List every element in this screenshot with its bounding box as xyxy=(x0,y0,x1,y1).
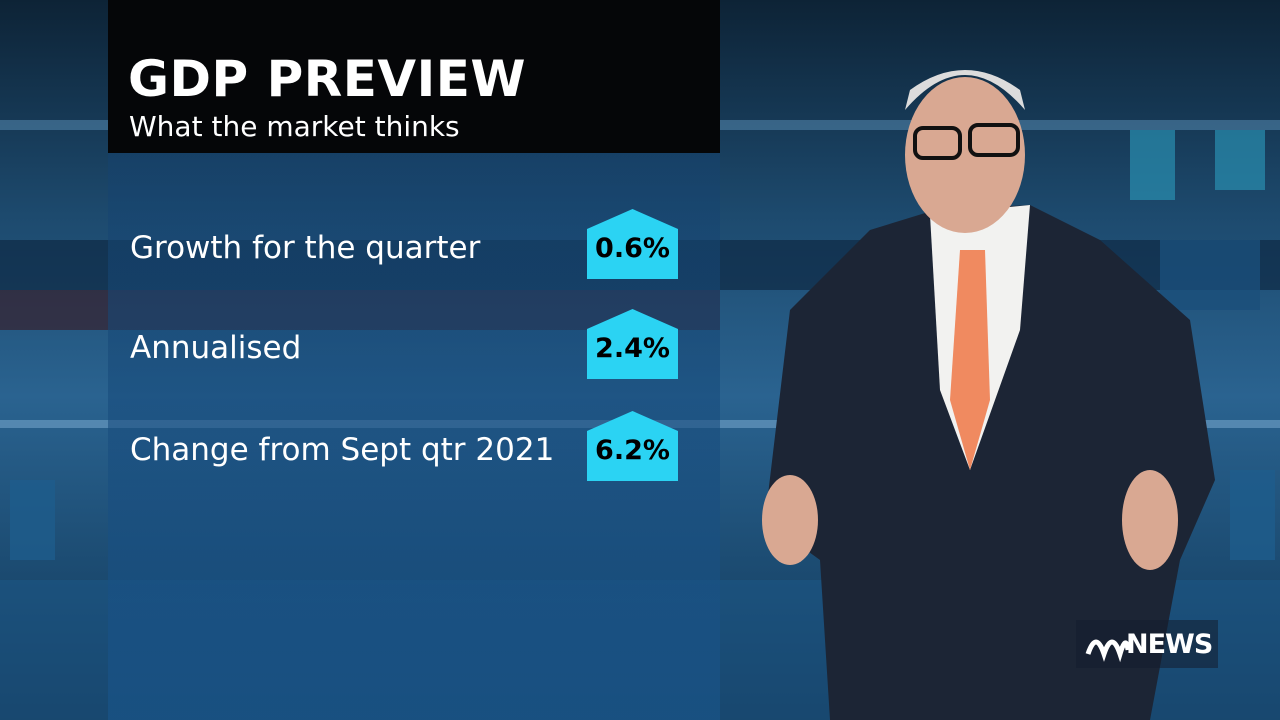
value-badge: 6.2% xyxy=(587,411,678,481)
row-label: Growth for the quarter xyxy=(130,230,481,266)
badge-shape xyxy=(587,309,678,379)
badge-value: 0.6% xyxy=(595,233,670,264)
value-badge: 0.6% xyxy=(587,209,678,279)
title: GDP PREVIEW xyxy=(128,50,527,108)
logo: NEWS xyxy=(1076,620,1218,668)
title-box xyxy=(108,0,720,153)
row-label: Annualised xyxy=(130,330,302,366)
badge-value: 6.2% xyxy=(595,435,670,466)
subtitle: What the market thinks xyxy=(129,110,460,143)
badge-shape xyxy=(587,411,678,481)
logo-icon xyxy=(1085,639,1130,663)
value-badge: 2.4% xyxy=(587,309,678,379)
badge-shape xyxy=(587,209,678,279)
badge-value: 2.4% xyxy=(595,333,670,364)
logo-text: NEWS xyxy=(1126,629,1213,660)
row-label: Change from Sept qtr 2021 xyxy=(130,432,555,468)
